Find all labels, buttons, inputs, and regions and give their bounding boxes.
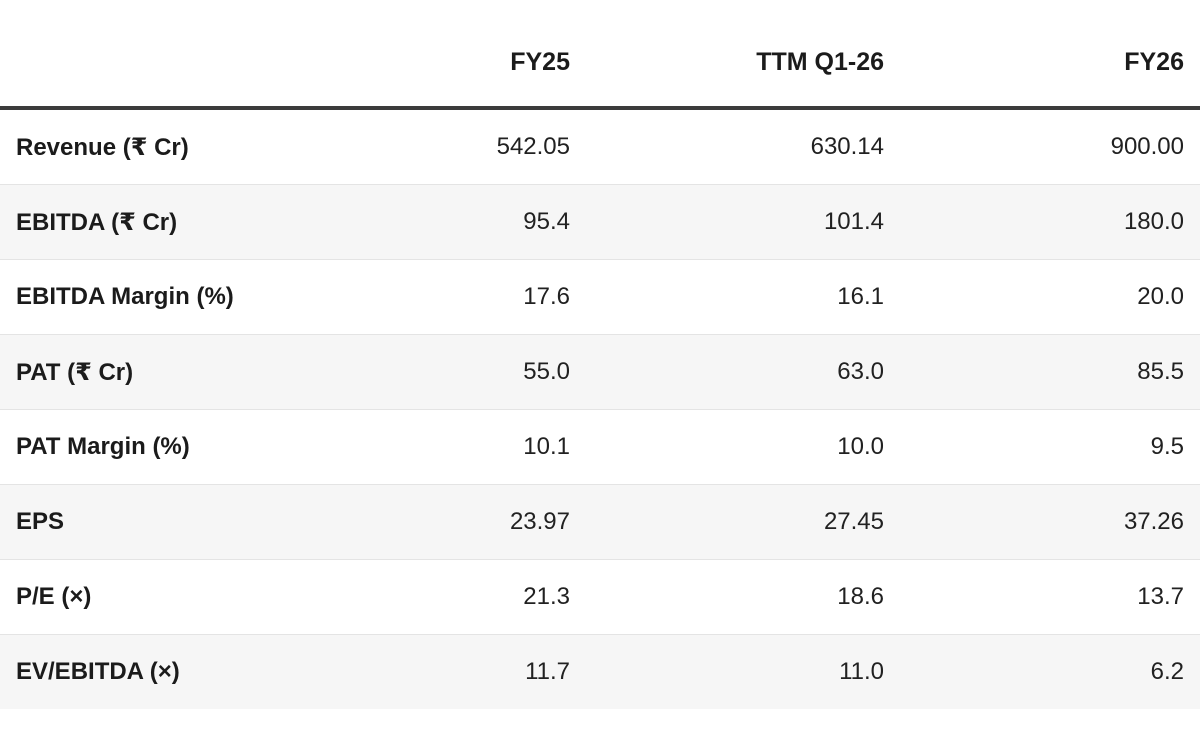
row-label: Revenue (₹ Cr) — [16, 133, 189, 161]
cell-value: 11.7 — [270, 634, 570, 709]
cell-value: 542.05 — [496, 133, 570, 160]
column-header-fy26: FY26 — [884, 0, 1200, 110]
cell-value: 18.6 — [570, 559, 884, 635]
column-header-fy25: FY25 — [270, 0, 570, 110]
cell-value: 37.26 — [884, 484, 1200, 560]
table-row-ebitda: EBITDA (₹ Cr) 95.4 101.4 180.0 — [0, 184, 1200, 260]
cell-value: 20.0 — [884, 259, 1200, 335]
table-row-pe: P/E (×) 21.3 18.6 13.7 — [0, 559, 1200, 635]
financials-table: FY25 TTM Q1-26 FY26 Revenue (₹ Cr) 542.0… — [0, 0, 1200, 709]
cell-value: 630.14 — [810, 133, 884, 160]
column-header-metric — [0, 0, 270, 110]
cell-value: 900.00 — [1110, 133, 1184, 160]
cell-value: 23.97 — [270, 484, 570, 560]
cell-value: 55.0 — [270, 334, 570, 410]
column-header-ttm-q1-26: TTM Q1-26 — [570, 0, 884, 110]
cell-value: 10.0 — [570, 409, 884, 485]
header-row: FY25 TTM Q1-26 FY26 — [0, 0, 1200, 110]
table-body: Revenue (₹ Cr) 542.05 630.14 900.00 EBIT… — [0, 108, 1200, 709]
cell-value: 21.3 — [270, 559, 570, 635]
cell-value: 180.0 — [884, 184, 1200, 260]
cell-value: 85.5 — [884, 334, 1200, 410]
cell-value: 10.1 — [270, 409, 570, 485]
row-label: PAT Margin (%) — [0, 409, 270, 485]
row-label: EBITDA (₹ Cr) — [0, 184, 270, 260]
cell-value: 9.5 — [884, 409, 1200, 485]
cell-value: 95.4 — [270, 184, 570, 260]
row-label: PAT (₹ Cr) — [0, 334, 270, 410]
table-row-pat: PAT (₹ Cr) 55.0 63.0 85.5 — [0, 334, 1200, 410]
cell-value: 63.0 — [570, 334, 884, 410]
row-label: EV/EBITDA (×) — [0, 634, 270, 709]
cell-value: 101.4 — [570, 184, 884, 260]
table-row-eps: EPS 23.97 27.45 37.26 — [0, 484, 1200, 560]
cell-value: 17.6 — [270, 259, 570, 335]
row-label: P/E (×) — [0, 559, 270, 635]
table-header: FY25 TTM Q1-26 FY26 — [0, 0, 1200, 110]
table-row-revenue: Revenue (₹ Cr) 542.05 630.14 900.00 — [0, 108, 1200, 185]
table-row-ebitda-margin: EBITDA Margin (%) 17.6 16.1 20.0 — [0, 259, 1200, 335]
table-row-pat-margin: PAT Margin (%) 10.1 10.0 9.5 — [0, 409, 1200, 485]
cell-value: 13.7 — [884, 559, 1200, 635]
row-label: EBITDA Margin (%) — [0, 259, 270, 335]
row-label: EPS — [0, 484, 270, 560]
cell-value: 16.1 — [570, 259, 884, 335]
table-row-ev-ebitda: EV/EBITDA (×) 11.7 11.0 6.2 — [0, 634, 1200, 709]
cell-value: 11.0 — [570, 634, 884, 709]
cell-value: 27.45 — [570, 484, 884, 560]
cell-value: 6.2 — [884, 634, 1200, 709]
